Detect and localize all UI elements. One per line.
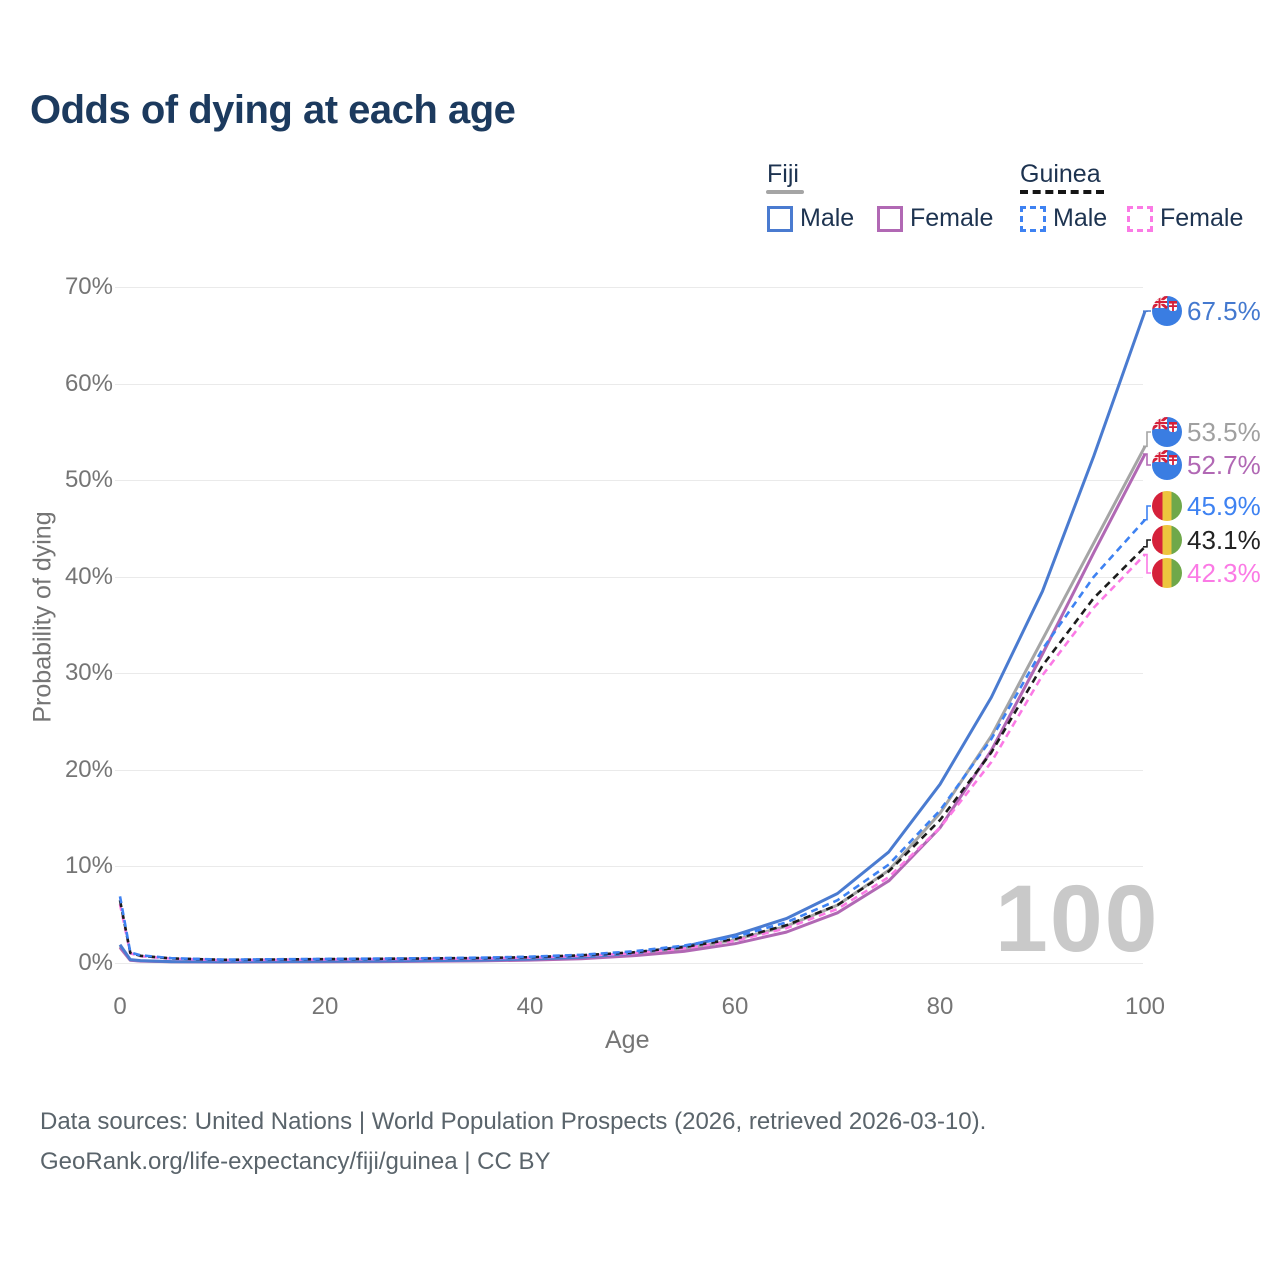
- label-connector: [1143, 453, 1151, 466]
- fiji-flag-icon: [1152, 450, 1182, 480]
- legend-label: Female: [910, 204, 994, 232]
- gridline: [115, 769, 1143, 771]
- guinea-female-swatch-icon: [1127, 205, 1153, 232]
- x-tick-label: 100: [1124, 993, 1166, 1020]
- end-value: 43.1%: [1187, 524, 1261, 555]
- fiji-female-swatch-icon: [877, 205, 903, 232]
- legend-label: Male: [1053, 204, 1108, 232]
- curve-fiji-male: [118, 310, 1147, 964]
- fiji-male-swatch-icon: [767, 205, 793, 232]
- guinea-flag-icon: [1152, 558, 1182, 588]
- y-tick-label: 0%: [78, 949, 113, 976]
- y-tick-label: 50%: [64, 466, 113, 494]
- data-source-note: Data sources: United Nations | World Pop…: [40, 1108, 987, 1135]
- curve-fiji-female: [118, 453, 1147, 964]
- y-tick-label: 10%: [64, 852, 113, 880]
- legend-item-fiji-female[interactable]: Female: [877, 204, 993, 233]
- gridline: [115, 963, 1143, 964]
- x-tick-label: 20: [311, 993, 339, 1020]
- gridline: [115, 673, 1143, 675]
- legend-item-guinea-female[interactable]: Female: [1127, 204, 1243, 233]
- guinea-flag-icon: [1152, 491, 1182, 521]
- fiji-flag-icon: [1152, 296, 1182, 326]
- curve-guinea-all: [118, 545, 1146, 962]
- x-axis-title: Age: [605, 1026, 650, 1054]
- curve-guinea-male: [118, 518, 1146, 961]
- legend-label: Female: [1160, 204, 1244, 232]
- end-value: 52.7%: [1187, 449, 1261, 480]
- end-value: 67.5%: [1187, 295, 1261, 326]
- end-label-guinea-female: 42.3%: [1152, 558, 1261, 588]
- end-value: 42.3%: [1187, 557, 1261, 588]
- curve-guinea-female: [118, 553, 1146, 962]
- age-watermark: 100: [995, 866, 1160, 972]
- end-value: 45.9%: [1187, 490, 1261, 521]
- end-label-fiji-male: 67.5%: [1152, 296, 1261, 326]
- y-tick-label: 70%: [64, 273, 113, 300]
- legend-item-guinea-male[interactable]: Male: [1020, 204, 1107, 233]
- end-label-guinea-male: 45.9%: [1152, 491, 1261, 521]
- legend-group-fiji[interactable]: Fiji: [767, 160, 799, 188]
- guinea-dashed-line-swatch: [1020, 190, 1104, 194]
- page-title: Odds of dying at each age: [30, 88, 516, 132]
- fiji-solid-line-swatch: [766, 190, 804, 194]
- gridline: [115, 287, 1143, 288]
- y-tick-label: 40%: [64, 562, 113, 590]
- fiji-flag-icon: [1152, 417, 1182, 447]
- label-connector: [1143, 505, 1151, 521]
- gridline: [115, 480, 1143, 482]
- x-tick-label: 60: [721, 993, 749, 1020]
- gridline: [115, 383, 1143, 385]
- end-label-fiji-both: 53.5%: [1152, 417, 1261, 447]
- guinea-male-swatch-icon: [1020, 205, 1046, 232]
- y-tick-label: 60%: [64, 369, 113, 397]
- end-label-guinea-both: 43.1%: [1152, 525, 1261, 555]
- gridline: [115, 866, 1143, 868]
- x-tick-label: 80: [926, 993, 954, 1020]
- attribution-note: GeoRank.org/life-expectancy/fiji/guinea …: [40, 1148, 551, 1175]
- legend-item-fiji-male[interactable]: Male: [767, 204, 854, 233]
- gridline: [115, 576, 1143, 578]
- end-value: 53.5%: [1187, 416, 1261, 447]
- curve-fiji-all: [118, 445, 1147, 964]
- guinea-flag-icon: [1152, 525, 1182, 555]
- legend-label: Male: [800, 204, 855, 232]
- x-tick-label: 40: [516, 993, 544, 1020]
- label-connector: [1143, 431, 1151, 448]
- y-tick-label: 20%: [64, 755, 113, 783]
- legend-group-guinea[interactable]: Guinea: [1020, 160, 1101, 188]
- x-tick-label: 0: [113, 993, 127, 1020]
- label-connector: [1143, 539, 1151, 548]
- label-connector: [1143, 553, 1151, 574]
- end-label-fiji-female: 52.7%: [1152, 450, 1261, 480]
- y-tick-label: 30%: [64, 659, 113, 687]
